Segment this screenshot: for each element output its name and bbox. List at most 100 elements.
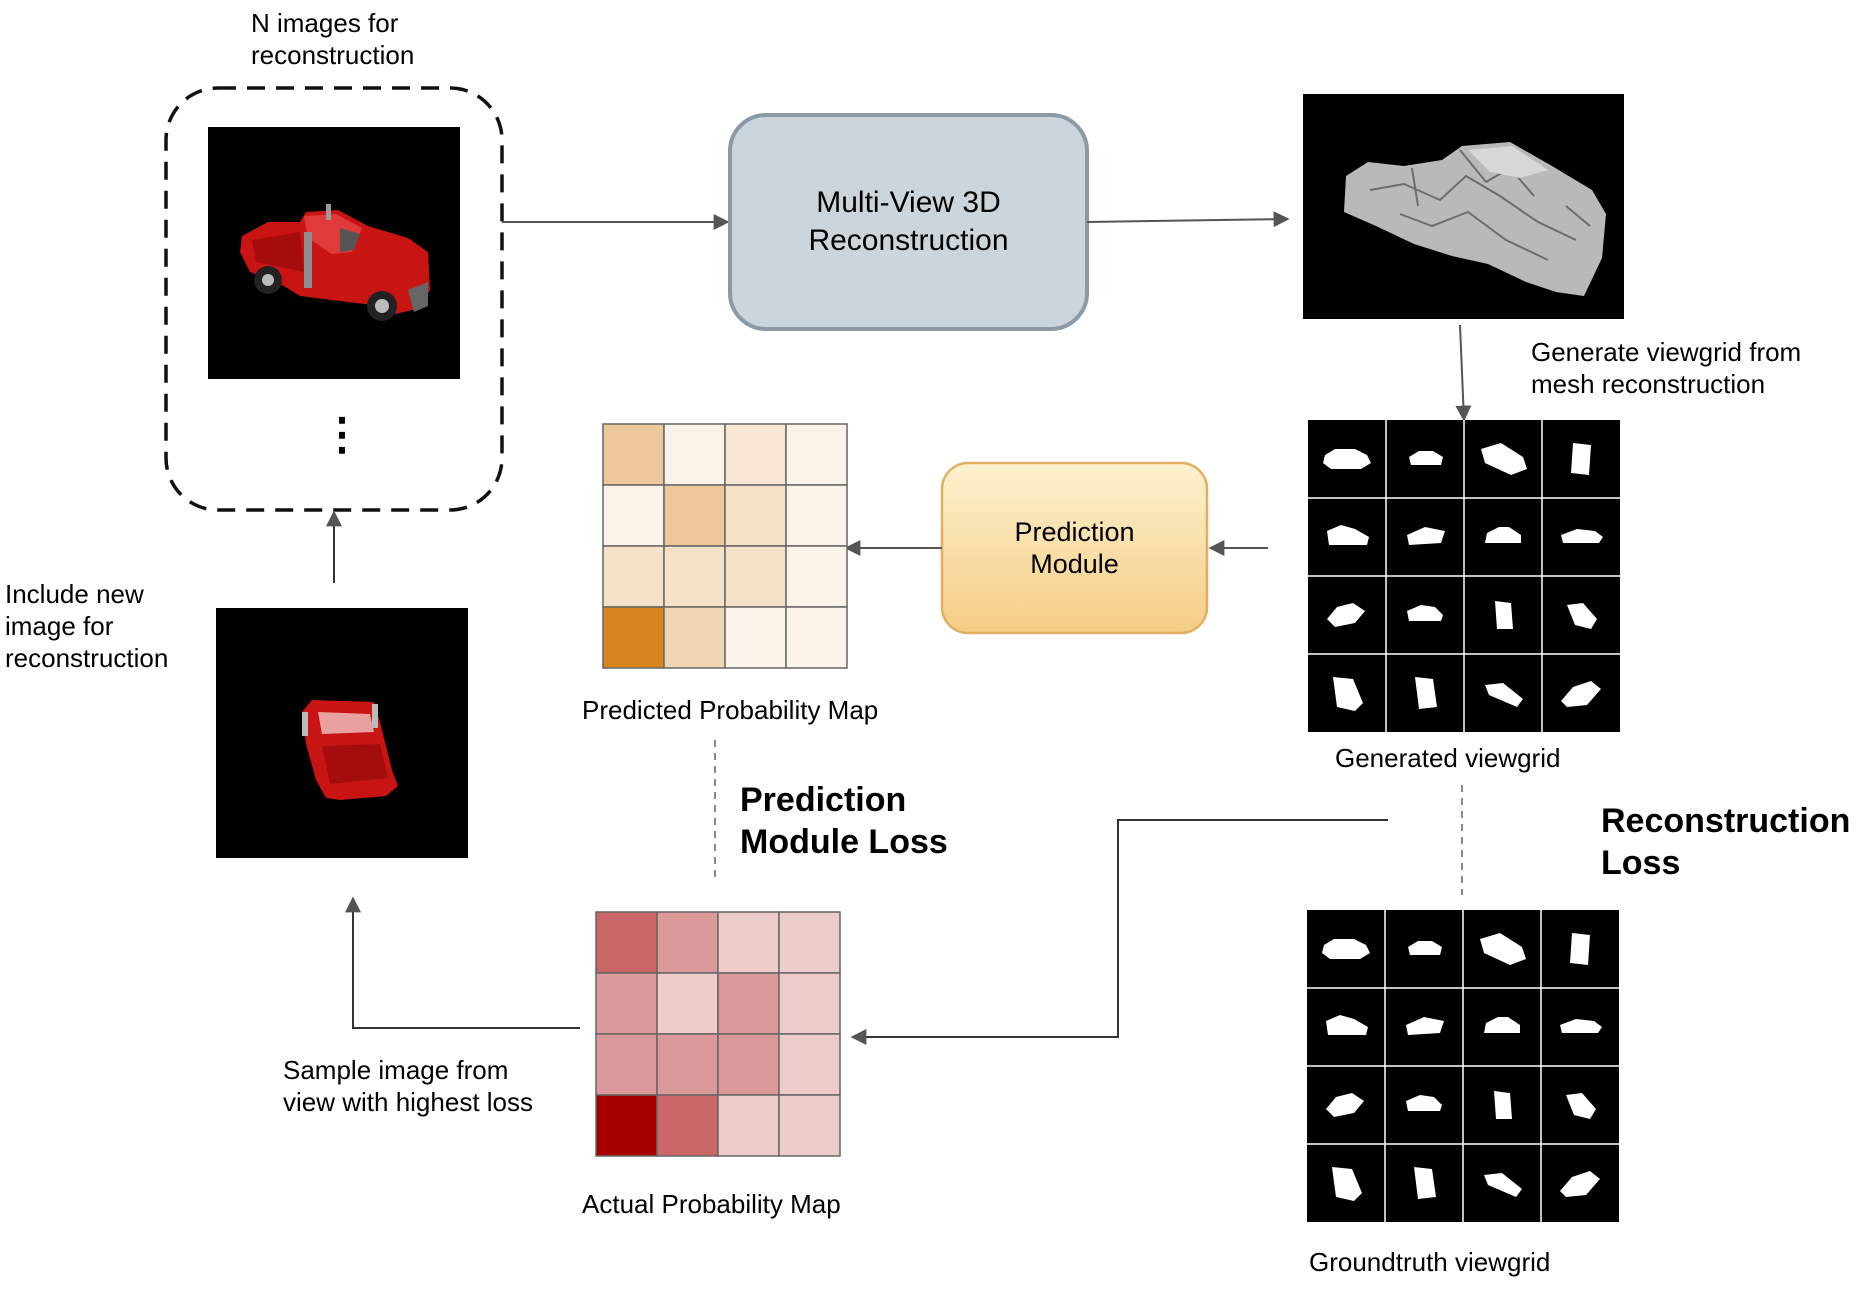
input-images-label: N images for reconstruction (251, 7, 414, 71)
predicted-map-cell-r2-c2 (724, 545, 787, 608)
generated-viewgrid-view-14 (1415, 677, 1437, 709)
groundtruth-viewgrid-view-2 (1408, 941, 1442, 955)
actual-map-cell-r2-c2 (717, 1033, 780, 1096)
actual-map-cell-r0-c2 (717, 911, 780, 974)
groundtruth-viewgrid-view-9 (1326, 1093, 1364, 1117)
sample-image-line1: Sample image from (283, 1055, 509, 1085)
actual-map-cell-r0-c3 (778, 911, 841, 974)
predicted-map-cell-r0-c1 (663, 423, 726, 486)
predicted-map-cell-r0-c3 (785, 423, 848, 486)
actual-map-label: Actual Probability Map (582, 1189, 841, 1219)
actual-map-cell-r1-c2 (717, 972, 780, 1035)
input-images-ellipsis: ⋮ (320, 410, 364, 459)
groundtruth-viewgrid-view-14 (1414, 1167, 1436, 1199)
predicted-map-cell-r0-c0 (602, 423, 665, 486)
generated-viewgrid-view-7 (1485, 527, 1521, 543)
groundtruth-viewgrid-view-13 (1332, 1167, 1362, 1201)
groundtruth-viewgrid-view-11 (1494, 1091, 1512, 1119)
groundtruth-viewgrid-view-6 (1406, 1017, 1444, 1035)
generated-viewgrid-view-9 (1327, 603, 1365, 627)
prediction-loss-line1: Prediction (740, 781, 907, 819)
predicted-probability-map (602, 423, 848, 669)
predicted-map-cell-r3-c3 (785, 606, 848, 669)
arrow-actual-map-to-sample (345, 896, 580, 1029)
sample-image-line2: view with highest loss (283, 1087, 533, 1117)
groundtruth-viewgrid-view-15 (1484, 1173, 1522, 1197)
sampled-truck-image (216, 608, 468, 858)
predicted-map-cell-r2-c3 (785, 545, 848, 608)
actual-map-cell-r2-c0 (595, 1033, 658, 1096)
generated-viewgrid-view-16 (1561, 681, 1601, 707)
groundtruth-viewgrid-view-5 (1326, 1015, 1368, 1035)
actual-map-cell-r1-c0 (595, 972, 658, 1035)
actual-map-cell-r0-c1 (656, 911, 719, 974)
include-new-image-label: Include new image for reconstruction (5, 578, 168, 674)
reconstruction-loss-line1: Reconstruction (1601, 802, 1851, 840)
generated-viewgrid-view-5 (1327, 525, 1369, 545)
input-images-label-line2: reconstruction (251, 40, 415, 70)
generated-viewgrid-view-10 (1407, 605, 1443, 621)
groundtruth-viewgrid-view-3 (1480, 933, 1526, 965)
generate-viewgrid-line2: mesh reconstruction (1531, 369, 1766, 399)
generated-viewgrid-view-8 (1561, 529, 1603, 543)
predicted-map-cell-r1-c1 (663, 484, 726, 547)
input-images-dashed-container (164, 86, 504, 512)
predicted-map-cell-r2-c0 (602, 545, 665, 608)
groundtruth-viewgrid-label: Groundtruth viewgrid (1309, 1247, 1551, 1277)
prediction-module-line2: Module (1030, 549, 1119, 579)
actual-map-cell-r3-c1 (656, 1094, 719, 1157)
groundtruth-viewgrid-view-1 (1322, 939, 1370, 959)
groundtruth-viewgrid-view-16 (1560, 1171, 1600, 1197)
actual-probability-map (595, 911, 841, 1157)
sample-image-label: Sample image from view with highest loss (283, 1054, 533, 1118)
predicted-map-cell-r1-c0 (602, 484, 665, 547)
generated-viewgrid-view-2 (1409, 451, 1443, 465)
red-truck-render (240, 204, 430, 321)
actual-map-cell-r0-c0 (595, 911, 658, 974)
predicted-map-cell-r1-c2 (724, 484, 787, 547)
predicted-map-cell-r0-c2 (724, 423, 787, 486)
generated-viewgrid-view-11 (1495, 601, 1513, 629)
generated-viewgrid-view-3 (1481, 443, 1527, 475)
predicted-map-cell-r3-c0 (602, 606, 665, 669)
groundtruth-viewgrid-view-10 (1406, 1095, 1442, 1111)
generated-viewgrid-view-15 (1485, 683, 1523, 707)
groundtruth-viewgrid-view-4 (1570, 933, 1590, 965)
predicted-map-cell-r1-c3 (785, 484, 848, 547)
input-images-label-line1: N images for (251, 8, 399, 38)
arrow-reconstruction-to-mesh (1086, 211, 1290, 228)
reconstruction-loss-line2: Loss (1601, 844, 1681, 882)
predicted-map-label: Predicted Probability Map (582, 695, 879, 725)
generated-viewgrid-view-4 (1571, 443, 1591, 475)
mesh-reconstruction-image (1303, 94, 1624, 319)
prediction-loss-line2: Module Loss (740, 823, 948, 861)
generated-viewgrid (1308, 420, 1620, 732)
generated-viewgrid-view-12 (1567, 603, 1597, 629)
generated-viewgrid-view-6 (1407, 527, 1445, 545)
prediction-module-line1: Prediction (1014, 517, 1135, 547)
predicted-map-cell-r2-c1 (663, 545, 726, 608)
arrow-loss-to-actual-map (850, 819, 1388, 1045)
predicted-map-cell-r3-c2 (724, 606, 787, 669)
generated-viewgrid-view-1 (1323, 449, 1371, 469)
reconstruction-loss-label: Reconstruction Loss (1601, 800, 1850, 884)
generated-viewgrid-label: Generated viewgrid (1335, 743, 1561, 773)
actual-map-cell-r2-c3 (778, 1033, 841, 1096)
actual-map-cell-r2-c1 (656, 1033, 719, 1096)
prediction-loss-label: Prediction Module Loss (740, 779, 948, 863)
generate-viewgrid-line1: Generate viewgrid from (1531, 337, 1802, 367)
actual-map-cell-r3-c2 (717, 1094, 780, 1157)
actual-map-cell-r3-c3 (778, 1094, 841, 1157)
actual-map-cell-r1-c1 (656, 972, 719, 1035)
prediction-module-text: Prediction Module (942, 463, 1207, 633)
groundtruth-viewgrid-view-12 (1566, 1093, 1596, 1119)
red-truck-topview-render (302, 700, 398, 800)
arrow-mesh-to-viewgrid (1455, 324, 1472, 422)
include-new-line2: image for (5, 611, 114, 641)
include-new-line1: Include new (5, 579, 144, 609)
generated-viewgrid-view-13 (1333, 677, 1363, 711)
actual-map-cell-r1-c3 (778, 972, 841, 1035)
groundtruth-viewgrid-view-7 (1484, 1017, 1520, 1033)
reconstruction-box-line1: Multi-View 3D (816, 186, 1001, 219)
